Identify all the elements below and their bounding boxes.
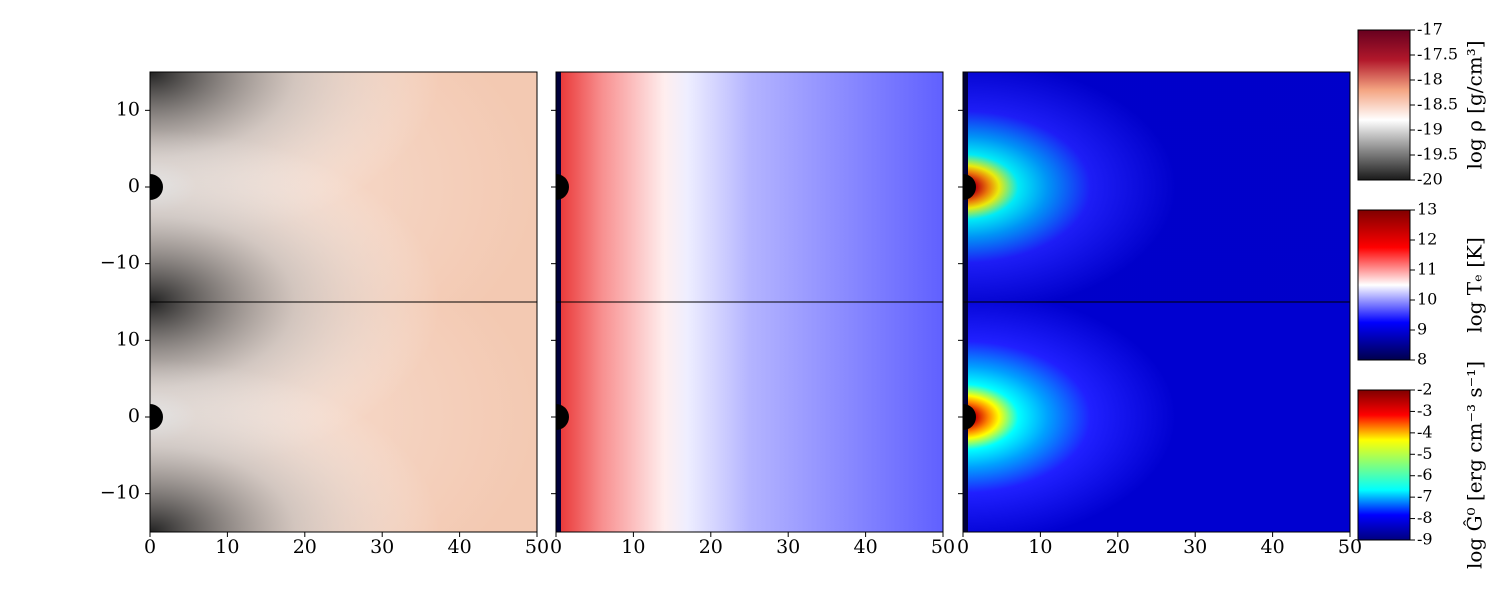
- x-tick-label: 30: [776, 536, 800, 558]
- y-tick-label: 0: [128, 175, 140, 197]
- colorbar-label: log ρ [g/cm³]: [1463, 40, 1487, 169]
- field: [963, 72, 1350, 302]
- colorbar-tick-label: -18: [1417, 70, 1443, 89]
- x-tick-label: 30: [370, 536, 394, 558]
- x-tick-label: 10: [1028, 536, 1052, 558]
- y-tick-label: 0: [128, 405, 140, 427]
- colorbar-label: log Ĝ⁰ [erg cm⁻³ s⁻¹]: [1462, 361, 1487, 569]
- x-tick-label: 0: [144, 536, 156, 558]
- colorbar-tick-label: -19.5: [1417, 145, 1458, 164]
- x-tick-label: 30: [1183, 536, 1207, 558]
- panel: [556, 302, 943, 532]
- y-tick-label: −10: [100, 482, 140, 504]
- colorbar-tick-label: -19: [1417, 120, 1443, 139]
- central-object: [150, 174, 163, 200]
- colorbar-tick-label: -3: [1417, 401, 1433, 420]
- central-object: [556, 174, 569, 200]
- colorbar-tick-label: -8: [1417, 508, 1433, 527]
- colorbar-tick-label: -17: [1417, 20, 1443, 39]
- colorbar: [1357, 389, 1411, 541]
- x-tick-label: 40: [1261, 536, 1285, 558]
- y-tick-label: 10: [116, 98, 140, 120]
- x-tick-label: 50: [931, 536, 955, 558]
- x-tick-label: 50: [525, 536, 549, 558]
- colorbar-tick-label: -7: [1417, 487, 1433, 506]
- x-tick-label: 0: [550, 536, 562, 558]
- x-tick-label: 10: [621, 536, 645, 558]
- x-tick-label: 20: [699, 536, 723, 558]
- field-shade: [150, 72, 537, 302]
- colorbar-tick-label: -9: [1417, 530, 1433, 549]
- colorbar-tick-label: -4: [1417, 422, 1433, 441]
- x-tick-label: 0: [957, 536, 969, 558]
- central-object: [963, 174, 976, 200]
- x-tick-label: 40: [854, 536, 878, 558]
- panel: [556, 72, 943, 302]
- colorbar: [1357, 29, 1411, 181]
- colorbar-tick-label: 11: [1417, 260, 1437, 279]
- colorbar-tick-label: -17.5: [1417, 45, 1458, 64]
- x-tick-label: 50: [1338, 536, 1362, 558]
- x-tick-label: 40: [448, 536, 472, 558]
- colorbar-tick-label: 13: [1417, 200, 1437, 219]
- panel: [150, 302, 537, 532]
- x-tick-label: 10: [215, 536, 239, 558]
- colorbar: [1357, 209, 1411, 361]
- field: [556, 72, 943, 302]
- panel: [963, 72, 1350, 302]
- panel: [150, 72, 537, 302]
- y-tick-label: 10: [116, 328, 140, 350]
- x-tick-label: 20: [293, 536, 317, 558]
- y-tick-label: −10: [100, 252, 140, 274]
- central-object: [963, 404, 976, 430]
- colorbar-label: log Tₑ [K]: [1463, 237, 1487, 333]
- colorbar-tick-label: -2: [1417, 380, 1433, 399]
- colorbar-tick-label: -6: [1417, 465, 1433, 484]
- field: [556, 302, 943, 532]
- central-object: [556, 404, 569, 430]
- field-shade: [150, 302, 537, 532]
- field: [963, 302, 1350, 532]
- colorbar-tick-label: -18.5: [1417, 95, 1458, 114]
- colorbar-tick-label: 9: [1417, 320, 1427, 339]
- panel: [963, 302, 1350, 532]
- colorbar-tick-label: 10: [1417, 290, 1437, 309]
- central-object: [150, 404, 163, 430]
- colorbar-tick-label: 8: [1417, 350, 1427, 369]
- colorbar-tick-label: -20: [1417, 170, 1443, 189]
- colorbar-tick-label: 12: [1417, 230, 1437, 249]
- x-tick-label: 20: [1106, 536, 1130, 558]
- colorbar-tick-label: -5: [1417, 444, 1433, 463]
